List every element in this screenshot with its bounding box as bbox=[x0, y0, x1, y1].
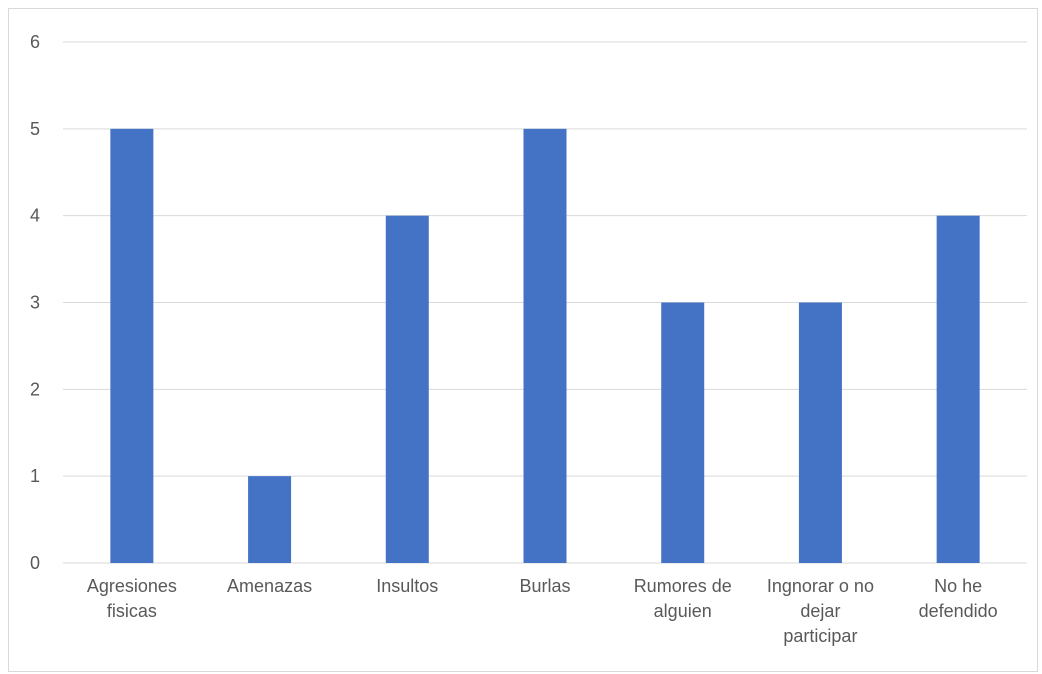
bar bbox=[798, 302, 842, 563]
x-category-label-line: Ingnorar o no bbox=[767, 576, 874, 596]
y-tick-label: 6 bbox=[30, 32, 40, 52]
chart-frame: 0 1 2 3 4 5 6 Agresiones fisicas Amenazas Insulto… bbox=[8, 8, 1038, 672]
x-category-label-line: participar bbox=[783, 626, 857, 646]
bar bbox=[523, 128, 567, 563]
x-category-label-line: Insultos bbox=[376, 576, 438, 596]
bar-chart: 0 1 2 3 4 5 6 Agresiones fisicas Amenazas Insulto… bbox=[30, 32, 1027, 646]
y-tick-label: 3 bbox=[30, 293, 40, 313]
x-category-label-line: defendido bbox=[919, 601, 998, 621]
bar bbox=[661, 302, 705, 563]
x-category-label: Ingnorar o no dejar participar bbox=[767, 576, 874, 646]
y-tick-label: 2 bbox=[30, 379, 40, 399]
x-category-label-line: No he bbox=[934, 576, 982, 596]
x-category-label: No he defendido bbox=[919, 576, 998, 621]
x-category-label-line: dejar bbox=[800, 601, 840, 621]
y-tick-label: 0 bbox=[30, 553, 40, 573]
x-category-label: Burlas bbox=[519, 576, 570, 596]
x-category-label: Rumores de alguien bbox=[634, 576, 732, 621]
x-category-label: Insultos bbox=[376, 576, 438, 596]
x-category-label: Agresiones fisicas bbox=[87, 576, 177, 621]
x-category-label-line: Burlas bbox=[519, 576, 570, 596]
x-category-label: Amenazas bbox=[227, 576, 312, 596]
bar bbox=[248, 476, 292, 563]
x-category-label-line: Rumores de bbox=[634, 576, 732, 596]
x-category-label-line: alguien bbox=[654, 601, 712, 621]
bars bbox=[110, 128, 980, 563]
y-tick-label: 1 bbox=[30, 466, 40, 486]
y-axis-tick-labels: 0 1 2 3 4 5 6 bbox=[30, 32, 40, 573]
x-category-label-line: fisicas bbox=[107, 601, 157, 621]
y-tick-label: 5 bbox=[30, 119, 40, 139]
x-axis-category-labels: Agresiones fisicas Amenazas Insultos Burlas R… bbox=[87, 576, 998, 646]
bar bbox=[936, 215, 980, 563]
x-category-label-line: Agresiones bbox=[87, 576, 177, 596]
y-tick-label: 4 bbox=[30, 206, 40, 226]
bar bbox=[110, 128, 154, 563]
x-category-label-line: Amenazas bbox=[227, 576, 312, 596]
bar bbox=[385, 215, 429, 563]
